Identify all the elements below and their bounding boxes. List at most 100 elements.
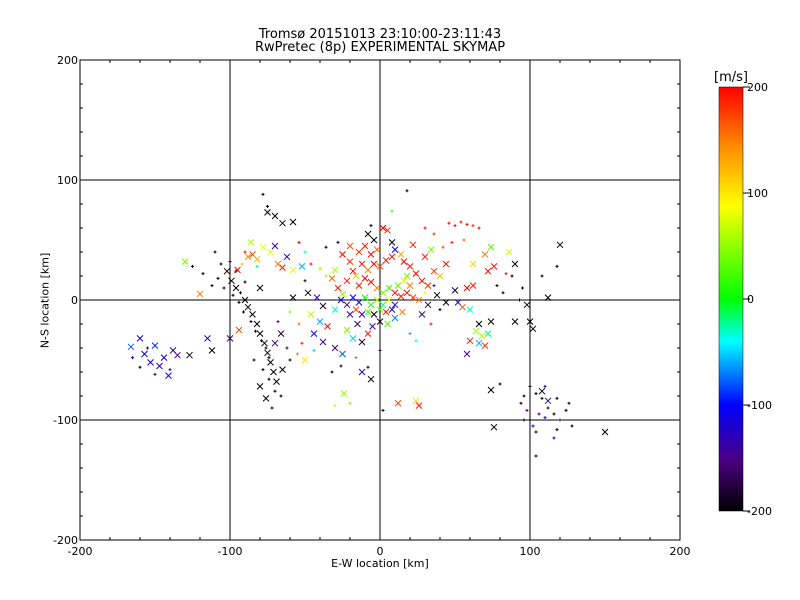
data-point-plus: [534, 392, 538, 396]
data-point-plus: [441, 245, 445, 249]
data-point-x: [165, 372, 172, 379]
data-point-x: [346, 311, 354, 318]
data-point-x: [324, 323, 331, 330]
data-point-plus: [279, 394, 283, 398]
data-point-x: [418, 277, 426, 285]
data-point-x: [358, 368, 366, 376]
data-point-x: [343, 326, 351, 334]
data-point-x: [379, 301, 387, 309]
data-point-plus: [447, 221, 451, 225]
data-point-x: [478, 332, 486, 340]
data-point-plus: [501, 291, 505, 295]
data-point-x: [469, 260, 477, 268]
data-point-plus: [528, 384, 532, 388]
data-point-x: [385, 296, 393, 304]
data-point-x: [256, 284, 264, 292]
data-point-plus: [405, 189, 409, 193]
data-point-x: [384, 320, 391, 328]
data-point-x: [289, 266, 297, 274]
data-point-x: [349, 335, 357, 342]
data-point-x: [523, 301, 531, 309]
data-point-plus: [537, 412, 541, 416]
data-point-x: [244, 253, 252, 261]
data-point-plus: [222, 286, 226, 290]
data-point-x: [601, 428, 609, 436]
data-point-plus: [567, 401, 571, 405]
data-point-x: [367, 301, 375, 309]
data-point-x: [247, 239, 255, 246]
colorbar-ticks: 200 100 0 -100 -200: [743, 81, 772, 518]
data-point-plus: [239, 291, 242, 295]
data-point-x: [234, 266, 241, 274]
data-point-x: [355, 282, 363, 289]
data-point-x: [388, 253, 396, 261]
data-point-x: [442, 299, 450, 306]
data-point-x: [364, 266, 372, 274]
data-point-plus: [531, 424, 535, 428]
data-point-x: [376, 306, 384, 313]
data-point-x: [388, 306, 396, 313]
data-point-plus: [191, 264, 194, 268]
data-point-x: [397, 293, 405, 300]
data-point-x: [147, 359, 154, 366]
data-point-x: [349, 294, 357, 301]
data-point-x: [337, 296, 345, 304]
data-point-x: [544, 294, 552, 301]
data-point-x: [370, 260, 378, 268]
data-point-x: [463, 350, 471, 358]
y-tick-label: 200: [57, 54, 78, 67]
data-point-x: [298, 263, 306, 270]
data-point-plus: [366, 365, 370, 369]
data-point-plus: [429, 322, 433, 326]
data-point-x: [289, 218, 297, 226]
data-point-x: [379, 289, 387, 297]
data-point-x: [289, 294, 297, 301]
data-point-plus: [555, 264, 559, 268]
grid-lines: [80, 60, 680, 540]
data-point-x: [349, 267, 357, 275]
y-tick-label: 0: [71, 294, 78, 307]
data-point-x: [270, 368, 277, 376]
colorbar-label: [m/s]: [714, 70, 748, 85]
data-point-plus: [146, 346, 149, 350]
data-point-plus: [522, 418, 526, 422]
data-point-x: [364, 308, 372, 316]
data-point-x: [271, 212, 279, 220]
data-point-x: [346, 242, 354, 250]
data-point-plus: [450, 240, 454, 244]
data-point-x: [354, 320, 361, 328]
data-point-x: [331, 344, 339, 352]
data-point-x: [373, 284, 381, 292]
data-point-plus: [266, 204, 269, 208]
data-point-x: [385, 284, 393, 292]
data-point-x: [466, 337, 474, 345]
data-point-plus: [264, 346, 268, 350]
data-point-plus: [288, 358, 292, 362]
data-point-plus: [477, 226, 481, 230]
data-point-x: [319, 338, 327, 346]
data-point-plus: [552, 436, 556, 440]
x-tick-label: 100: [520, 545, 541, 558]
data-point-x: [279, 264, 286, 271]
data-point-plus: [216, 276, 220, 280]
data-point-x: [283, 253, 291, 261]
data-point-x: [373, 246, 381, 253]
data-point-x: [370, 311, 378, 318]
data-point-plus: [273, 389, 277, 393]
data-point-plus: [336, 240, 340, 244]
data-point-plus: [260, 339, 263, 343]
data-point-plus: [309, 262, 313, 266]
data-point-x: [301, 356, 309, 364]
data-point-x: [412, 270, 420, 277]
data-point-x: [430, 267, 438, 275]
data-point-plus: [570, 424, 574, 428]
data-point-x: [484, 267, 492, 275]
data-point-x: [424, 301, 432, 309]
data-point-plus: [465, 222, 469, 226]
data-point-plus: [534, 454, 538, 458]
data-point-x: [415, 296, 423, 304]
data-point-plus: [378, 348, 382, 352]
x-tick-label: -200: [68, 545, 93, 558]
data-point-plus: [354, 356, 358, 360]
data-point-x: [334, 284, 342, 292]
